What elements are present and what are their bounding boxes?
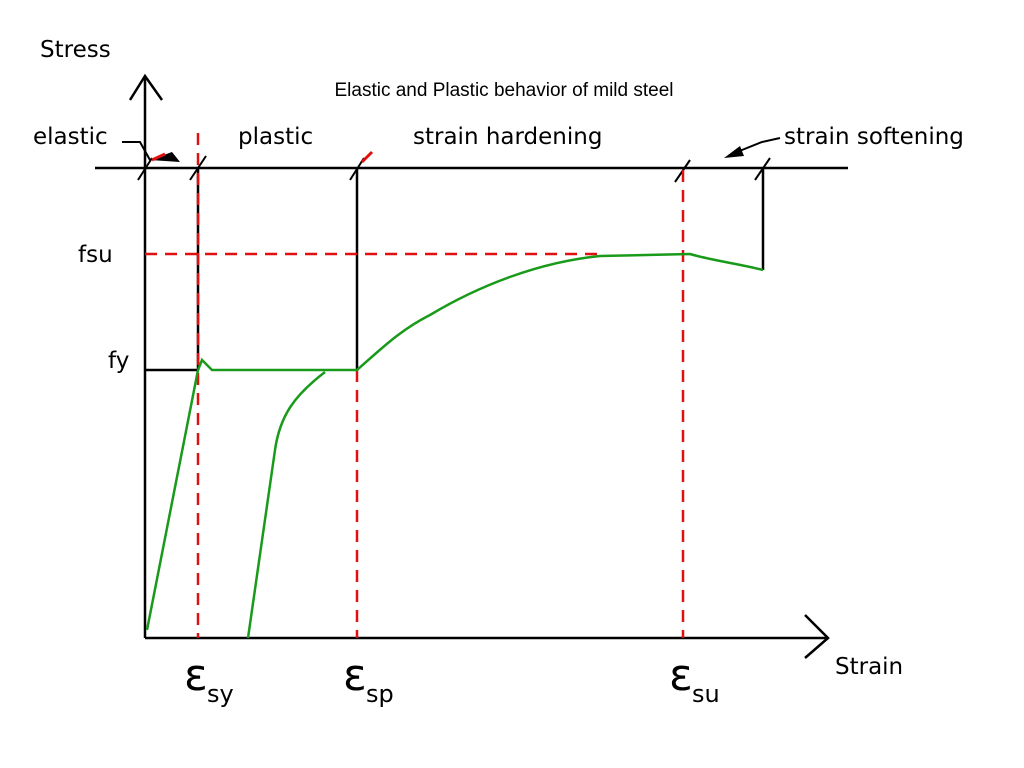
y-label: Stress xyxy=(40,37,111,63)
mark xyxy=(151,152,166,162)
strain-subscript: su xyxy=(692,680,720,708)
stress-label: fsu xyxy=(78,242,113,268)
mark xyxy=(360,150,374,164)
reload-curve xyxy=(246,371,326,639)
x-arrow xyxy=(804,614,830,659)
title: Elastic and Plastic behavior of mild ste… xyxy=(335,80,674,101)
region-label: strain softening xyxy=(784,124,964,150)
region-label: strain hardening xyxy=(413,124,602,150)
region-label: elastic xyxy=(33,124,108,150)
strain-subscript: sy xyxy=(207,680,234,708)
pointer xyxy=(122,141,151,161)
pointer-head xyxy=(724,146,744,158)
region-label: plastic xyxy=(238,124,313,150)
strain-symbol: ε xyxy=(184,650,208,701)
strain-subscript: sp xyxy=(366,680,394,708)
stress-label: fy xyxy=(108,348,129,374)
y-arrow xyxy=(128,73,164,101)
x-label: Strain xyxy=(835,654,903,680)
strain-symbol: ε xyxy=(343,650,367,701)
pointer xyxy=(731,137,781,155)
region-ticks xyxy=(137,155,771,183)
strain-symbol: ε xyxy=(669,650,693,701)
stress-strain-curve xyxy=(145,252,764,631)
pointer-head xyxy=(150,152,180,162)
